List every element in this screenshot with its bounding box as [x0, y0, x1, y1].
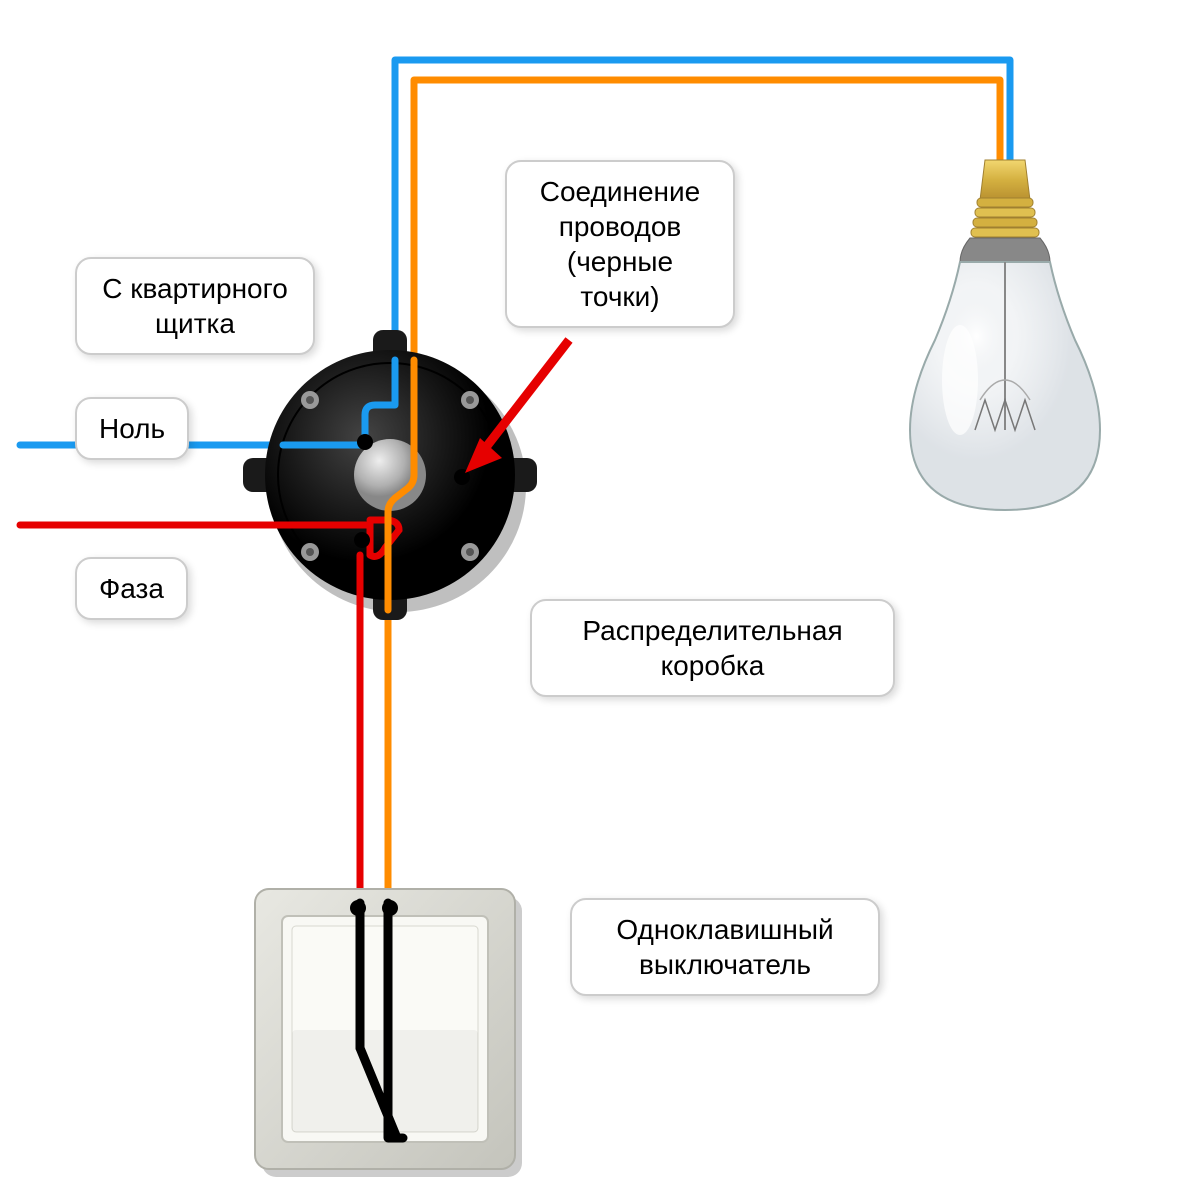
- label-junction-box: Распределительнаякоробка: [530, 599, 895, 697]
- label-switch: Одноклавишныйвыключатель: [570, 898, 880, 996]
- label-text: С квартирногощитка: [102, 273, 288, 339]
- wiring-diagram: С квартирногощитка Ноль Фаза Соединениеп…: [0, 0, 1193, 1200]
- label-text: Одноклавишныйвыключатель: [616, 914, 833, 980]
- label-text: Распределительнаякоробка: [582, 615, 842, 681]
- label-phase: Фаза: [75, 557, 188, 620]
- light-bulb: [910, 160, 1100, 510]
- label-neutral: Ноль: [75, 397, 189, 460]
- label-text: Ноль: [99, 413, 165, 444]
- label-text: Соединениепроводов(черныеточки): [540, 176, 700, 312]
- label-wire-junction: Соединениепроводов(черныеточки): [505, 160, 735, 328]
- label-from-panel: С квартирногощитка: [75, 257, 315, 355]
- label-text: Фаза: [99, 573, 164, 604]
